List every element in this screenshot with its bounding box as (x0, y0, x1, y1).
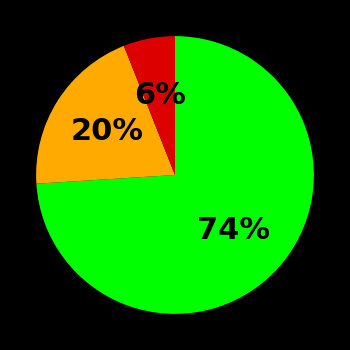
Wedge shape (124, 36, 175, 175)
Text: 6%: 6% (134, 81, 186, 110)
Text: 20%: 20% (70, 117, 144, 146)
Text: 74%: 74% (197, 216, 270, 245)
Wedge shape (36, 46, 175, 184)
Wedge shape (36, 36, 314, 314)
